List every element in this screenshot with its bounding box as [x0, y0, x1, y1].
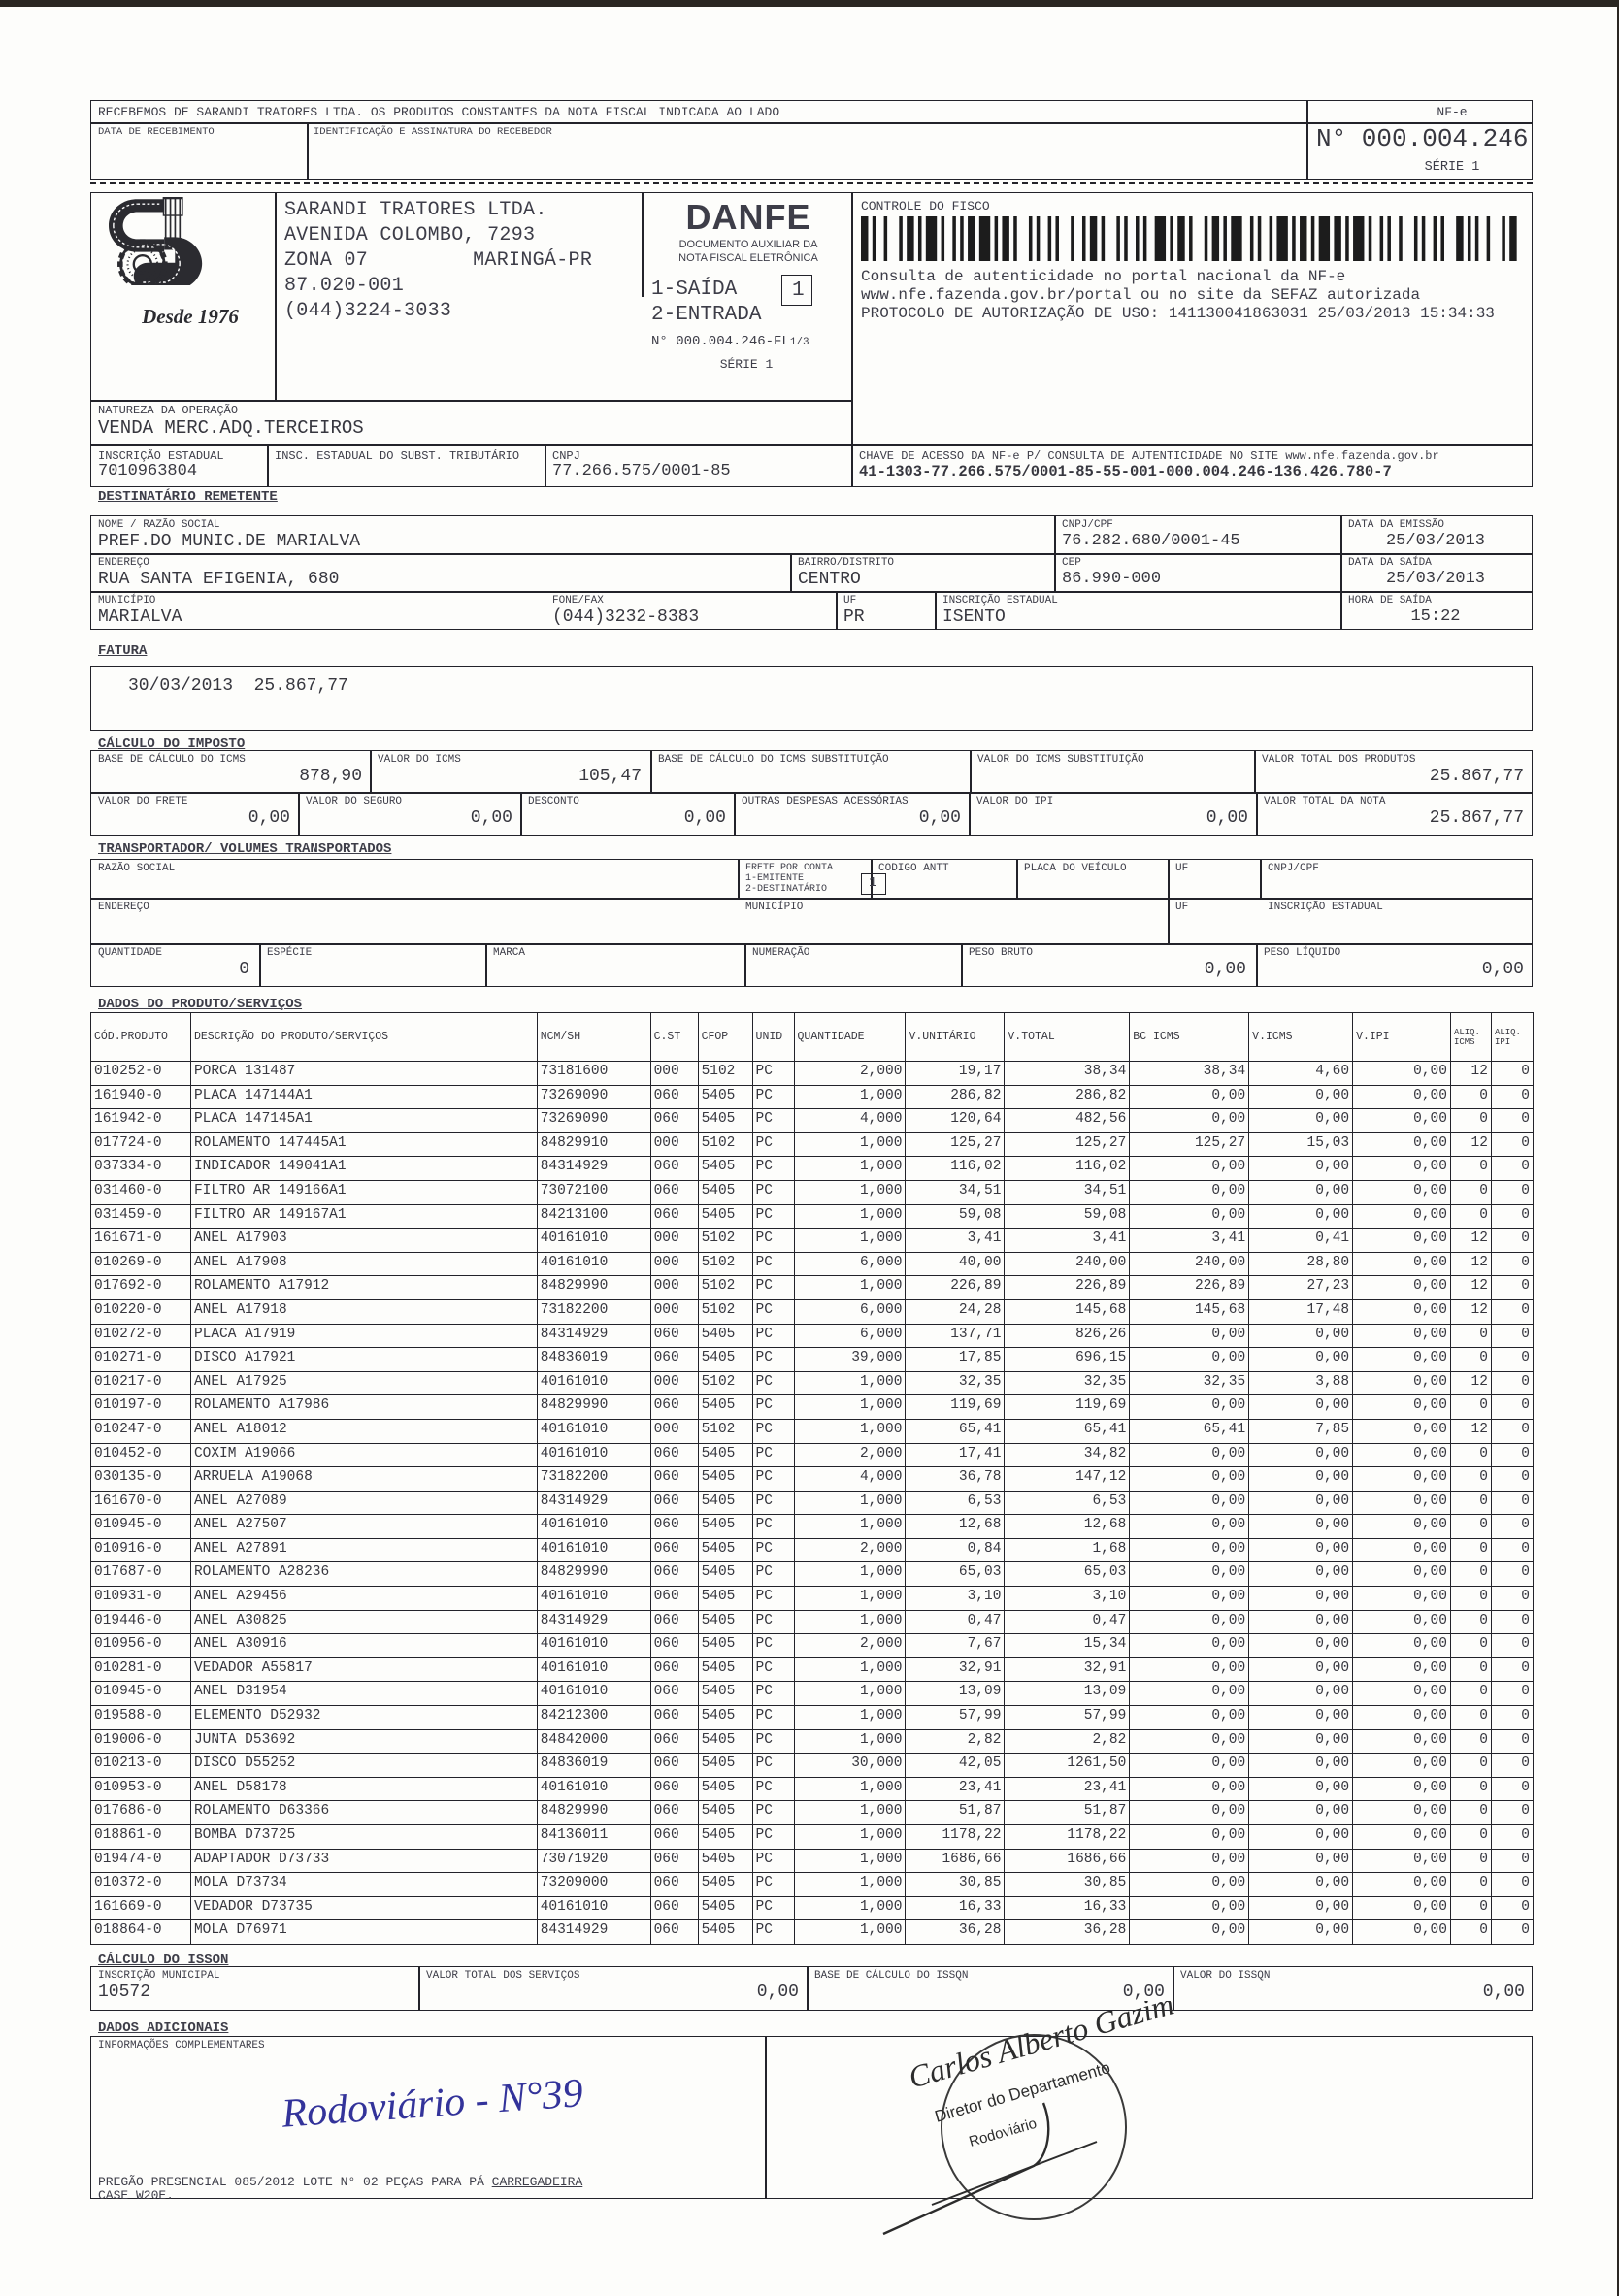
svg-text:Rodoviário - N°39: Rodoviário - N°39	[280, 2071, 584, 2137]
svg-text:Rodoviário: Rodoviário	[967, 2116, 1039, 2150]
